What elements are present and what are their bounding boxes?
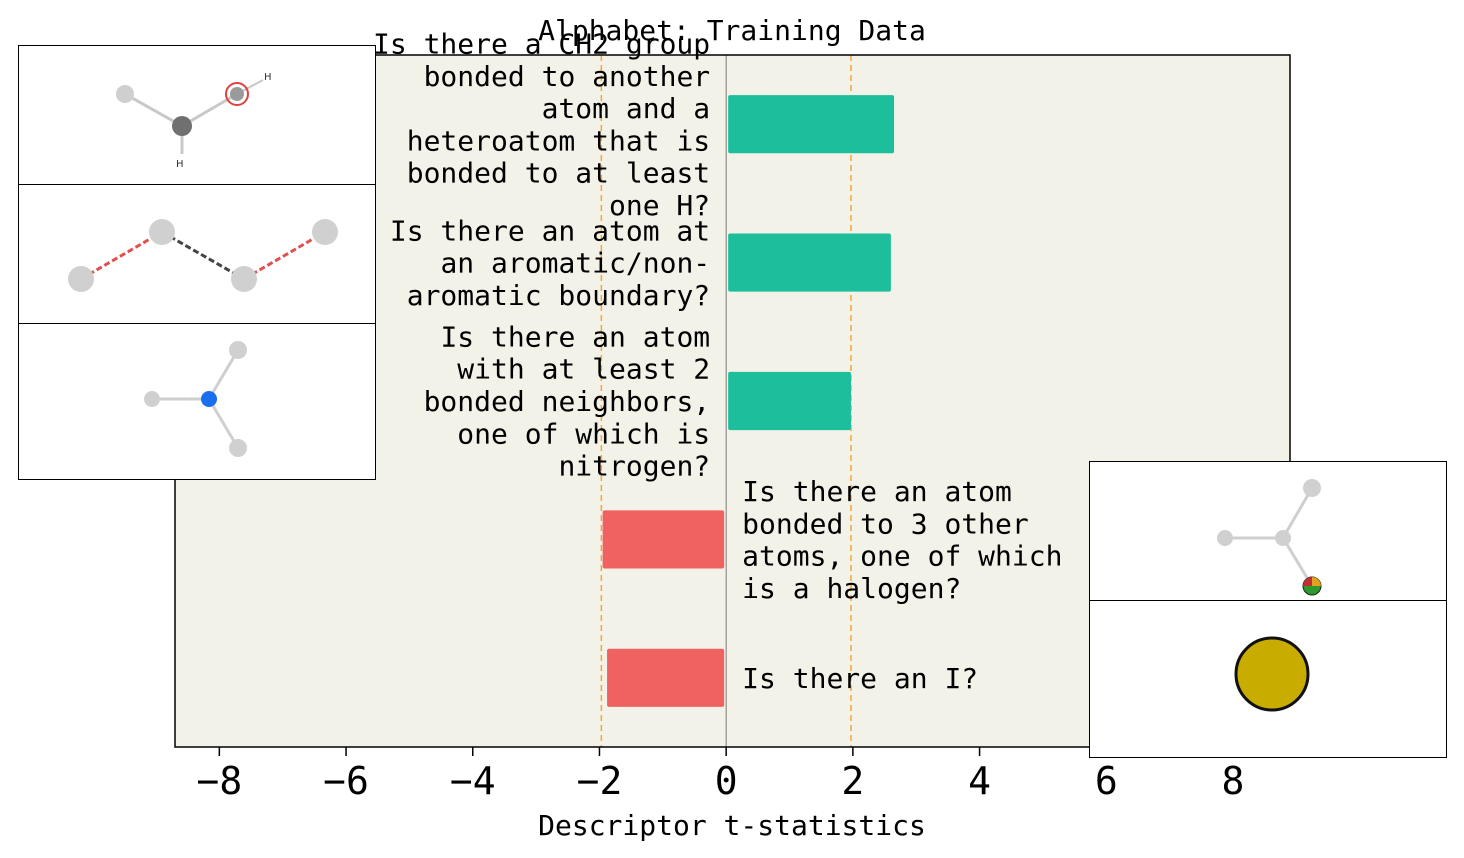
x-axis-label: Descriptor t-statistics: [538, 809, 926, 842]
halogen-branch-molecule-icon: [1217, 479, 1322, 596]
x-tick-label: 2: [841, 759, 864, 803]
svg-text:H: H: [176, 159, 184, 170]
x-tick-label: 8: [1222, 759, 1245, 803]
x-tick-label: −2: [577, 759, 623, 803]
chart-title: Alphabet: Training Data: [538, 14, 926, 47]
x-tick-label: 0: [715, 759, 738, 803]
bar: [728, 233, 891, 292]
nitrogen-neighbor-molecule-inset: [18, 323, 376, 480]
x-tick-label: 6: [1095, 759, 1118, 803]
svg-text:H: H: [264, 72, 272, 83]
halogen-branch-molecule-inset: [1089, 461, 1447, 602]
x-tick-label: −8: [196, 759, 242, 803]
ch2-heteroatom-molecule-icon: H H: [116, 72, 272, 170]
x-tick-label: −4: [450, 759, 496, 803]
bar: [607, 648, 725, 707]
x-tick-label: 4: [968, 759, 991, 803]
iodine-atom-icon: [1234, 636, 1310, 712]
ch2-heteroatom-molecule-inset: H H: [18, 45, 376, 186]
category-label: Is there an atom with at least 2 bonded ne…: [424, 320, 711, 482]
iodine-atom-inset: [1089, 600, 1447, 758]
category-label: Is there an I?: [742, 662, 978, 695]
nitrogen-neighbor-molecule-icon: [144, 341, 247, 457]
category-label: Is there an atom at an aromatic/non-aroma…: [390, 214, 710, 312]
bar: [728, 95, 895, 154]
category-label: Is there an atom bonded to 3 other atoms, …: [742, 475, 1062, 605]
x-tick-label: −6: [323, 759, 369, 803]
aromatic-boundary-molecule-icon: [68, 219, 338, 292]
bar: [602, 510, 725, 569]
aromatic-boundary-molecule-inset: [18, 184, 376, 325]
bar: [728, 371, 851, 431]
